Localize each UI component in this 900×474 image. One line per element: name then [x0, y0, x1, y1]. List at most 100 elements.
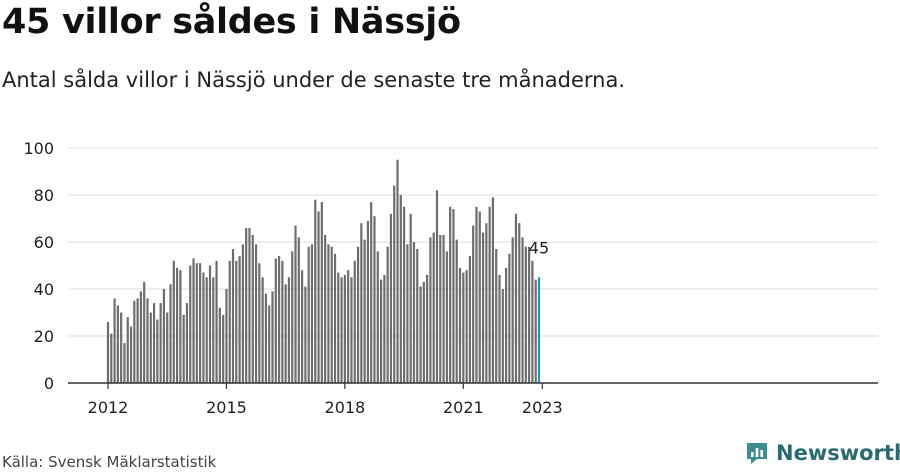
bar	[416, 249, 419, 383]
bar	[166, 312, 169, 383]
x-tick-label: 2015	[206, 398, 247, 417]
bar	[120, 312, 123, 383]
bar	[281, 260, 284, 383]
y-tick-label: 40	[34, 280, 54, 299]
bar	[291, 251, 294, 383]
bar	[179, 270, 182, 383]
bar-highlighted	[537, 277, 541, 383]
bar	[498, 274, 501, 383]
bar	[301, 270, 304, 383]
x-tick-label: 2018	[325, 398, 366, 417]
y-tick-label: 0	[44, 374, 54, 393]
bar	[129, 326, 133, 383]
bar	[225, 289, 228, 383]
bar	[123, 343, 126, 383]
bar	[175, 267, 179, 383]
bar	[205, 277, 208, 383]
bar	[195, 263, 198, 383]
bar	[271, 291, 274, 383]
bar	[245, 227, 248, 383]
tick-labels: 0 20 40 60 80 100 45 2012 2015 2018 2021 2023	[23, 139, 562, 417]
bar	[212, 277, 215, 383]
bar	[126, 317, 129, 383]
y-tick-label: 100	[23, 139, 54, 158]
bar-chart: 0 20 40 60 80 100 45 2012 2015 2018 2021 2023	[23, 139, 878, 417]
bar	[347, 270, 350, 383]
bar	[363, 239, 366, 383]
chart-title: 45 villor såldes i Nässjö	[2, 2, 461, 42]
bar	[514, 213, 518, 383]
bar	[261, 277, 264, 383]
bar	[409, 213, 412, 383]
bar	[113, 298, 116, 383]
bar	[327, 244, 330, 383]
bar	[399, 195, 402, 383]
bar	[465, 270, 468, 383]
x-tick-label: 2021	[443, 398, 484, 417]
bar	[491, 197, 495, 383]
bar	[241, 244, 244, 383]
bar	[360, 223, 363, 383]
source-note: Källa: Svensk Mäklarstatistik	[2, 453, 217, 471]
bar	[383, 274, 386, 383]
newsworthy-logo-icon	[747, 443, 767, 464]
bar	[143, 281, 146, 383]
brand-logo[interactable]: Newsworthy	[745, 441, 900, 465]
bar	[284, 284, 287, 383]
bar	[235, 260, 238, 383]
bar	[504, 267, 508, 383]
bar	[218, 307, 221, 383]
bar	[389, 213, 393, 383]
bar	[264, 293, 268, 383]
y-tick-label: 60	[34, 233, 54, 252]
bar	[534, 279, 537, 383]
bar	[373, 216, 376, 383]
bar	[445, 251, 448, 383]
bar	[481, 232, 485, 383]
chart-subtitle: Antal sålda villor i Nässjö under de sen…	[2, 68, 626, 92]
bar	[412, 242, 416, 383]
bar	[251, 234, 254, 383]
bar	[268, 305, 271, 383]
bar	[317, 211, 320, 383]
bar	[254, 244, 258, 383]
bar	[376, 251, 379, 383]
bar	[350, 277, 353, 383]
bar	[314, 199, 317, 383]
bar	[182, 314, 185, 383]
bar	[202, 272, 205, 383]
bar	[495, 249, 498, 383]
bar-series	[106, 159, 541, 383]
bar	[304, 286, 307, 383]
bar	[475, 206, 478, 383]
bar	[422, 281, 425, 383]
bar	[419, 286, 422, 383]
bar	[222, 314, 225, 383]
bar	[439, 234, 442, 383]
bar	[518, 223, 521, 383]
bar	[337, 272, 340, 383]
bar	[156, 319, 159, 383]
bar	[277, 256, 281, 383]
bar	[528, 246, 531, 383]
bar	[287, 277, 291, 383]
bar	[340, 277, 343, 383]
bar	[356, 246, 360, 383]
bar	[146, 298, 149, 383]
bar	[426, 274, 429, 383]
bar	[435, 190, 439, 383]
x-tick-label: 2012	[88, 398, 129, 417]
brand-name: Newsworthy	[776, 441, 900, 465]
bar	[116, 305, 119, 383]
bar	[353, 260, 356, 383]
bar	[215, 260, 218, 383]
bar	[393, 185, 396, 383]
bar	[294, 225, 297, 383]
last-value-label: 45	[529, 238, 549, 257]
bar	[333, 253, 337, 383]
bar	[531, 260, 534, 383]
bar	[208, 265, 212, 383]
bar	[199, 263, 202, 383]
bar	[462, 272, 465, 383]
bar	[406, 244, 409, 383]
